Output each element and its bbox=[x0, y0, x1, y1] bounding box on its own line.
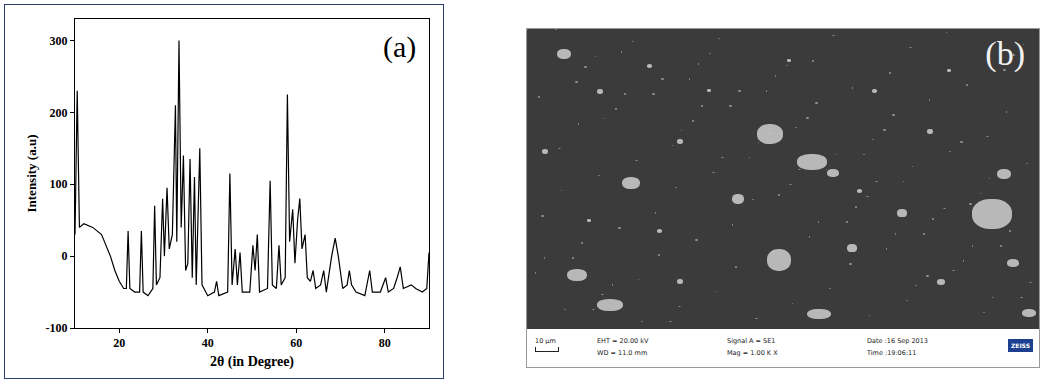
html-text:ZEISS: ZEISS bbox=[1010, 342, 1030, 349]
html-text:(b): (b) bbox=[985, 35, 1025, 72]
html-text:10 µm: 10 µm bbox=[535, 337, 556, 345]
html-text:EHT = 20.00 kV: EHT = 20.00 kV bbox=[597, 337, 649, 345]
svg-text:40: 40 bbox=[202, 336, 214, 350]
svg-text:2θ (in Degree): 2θ (in Degree) bbox=[210, 354, 294, 370]
html-text:Signal A = SE1: Signal A = SE1 bbox=[727, 337, 776, 345]
svg-text:60: 60 bbox=[290, 336, 302, 350]
html-text:Date :16 Sep 2013: Date :16 Sep 2013 bbox=[867, 337, 928, 345]
svg-text:(a): (a) bbox=[383, 30, 416, 64]
svg-text:Intensity (a.u): Intensity (a.u) bbox=[24, 134, 39, 212]
html-text:Mag = 1.00 K X: Mag = 1.00 K X bbox=[727, 349, 778, 357]
svg-text:100: 100 bbox=[50, 177, 68, 191]
svg-text:0: 0 bbox=[62, 249, 68, 263]
html-text:Time :19:06:11: Time :19:06:11 bbox=[867, 349, 917, 357]
svg-text:20: 20 bbox=[113, 336, 125, 350]
svg-text:-100: -100 bbox=[46, 321, 68, 335]
svg-text:80: 80 bbox=[379, 336, 391, 350]
svg-text:200: 200 bbox=[50, 106, 68, 120]
html-text:WD = 11.0 mm: WD = 11.0 mm bbox=[597, 349, 648, 357]
svg-text:300: 300 bbox=[50, 34, 68, 48]
